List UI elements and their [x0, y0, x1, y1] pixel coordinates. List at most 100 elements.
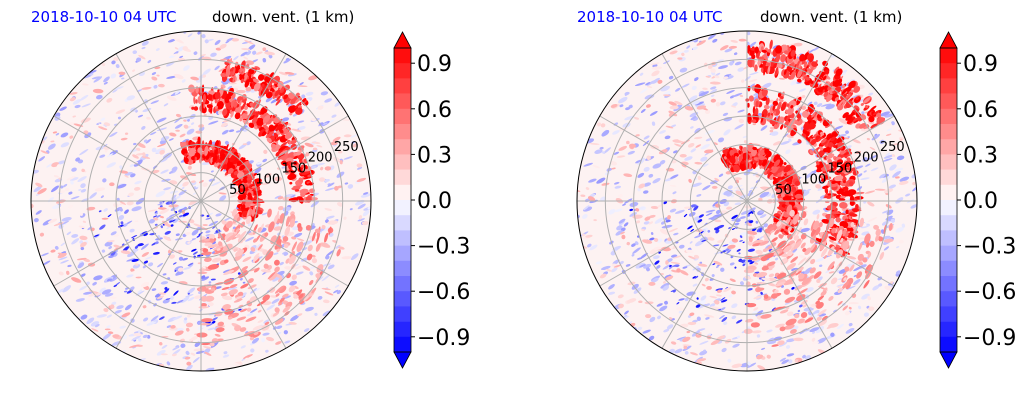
field-cell — [660, 282, 670, 289]
field-cell — [672, 264, 680, 268]
field-cell — [888, 184, 896, 189]
field-cell — [137, 289, 142, 294]
colorbar-level — [394, 78, 411, 94]
field-cell — [305, 306, 314, 312]
field-cell — [791, 186, 797, 193]
field-cell — [809, 80, 814, 84]
field-cell — [710, 98, 717, 103]
field-cell — [742, 135, 748, 139]
field-cell — [695, 144, 702, 148]
field-cell — [703, 349, 707, 352]
field-cell — [844, 218, 849, 223]
field-cell — [848, 306, 852, 310]
field-cell — [75, 298, 85, 302]
field-cell — [235, 89, 246, 94]
field-cell — [133, 186, 141, 191]
field-cell — [631, 253, 635, 257]
field-cell — [269, 295, 277, 298]
field-cell — [229, 57, 232, 66]
field-cell — [702, 185, 711, 191]
field-cell — [204, 351, 212, 356]
field-cell — [278, 71, 288, 76]
field-cell — [242, 177, 248, 184]
field-cell — [50, 249, 56, 253]
field-cell — [656, 265, 661, 269]
field-cell — [779, 357, 787, 362]
field-cell — [670, 174, 679, 179]
field-cell — [762, 248, 769, 253]
field-cell — [336, 290, 341, 295]
field-cell — [725, 249, 732, 255]
field-cell — [291, 128, 302, 132]
polar-grid — [31, 31, 371, 371]
field-cell — [223, 351, 228, 355]
field-cell — [843, 151, 850, 156]
field-cell — [688, 255, 696, 260]
field-cell — [245, 215, 252, 225]
field-cell — [884, 285, 894, 291]
field-cell — [736, 248, 741, 252]
field-cell — [104, 328, 111, 331]
field-cell — [733, 164, 740, 173]
radial-tick-label: 250 — [334, 140, 359, 155]
field-cell — [210, 278, 216, 281]
field-cell — [837, 285, 841, 288]
field-cell — [855, 204, 859, 209]
field-cell — [324, 98, 333, 103]
field-cell — [734, 155, 739, 163]
field-cell — [910, 204, 917, 209]
field-cell — [678, 244, 685, 249]
field-cell — [148, 218, 156, 224]
field-cell — [74, 104, 81, 109]
field-cell — [823, 255, 827, 259]
field-cell — [240, 345, 246, 349]
field-cell — [226, 37, 234, 42]
field-cell — [283, 94, 288, 100]
field-cell — [899, 138, 903, 141]
field-cell — [177, 205, 186, 210]
field-cell — [729, 262, 735, 266]
field-cell — [218, 192, 227, 195]
field-cell — [744, 275, 752, 280]
field-cell — [289, 251, 295, 259]
field-cell — [80, 183, 86, 189]
field-cell — [275, 99, 281, 106]
field-cell — [152, 251, 160, 255]
field-cell — [676, 302, 680, 305]
field-cell — [751, 148, 757, 157]
field-cell — [192, 192, 197, 195]
colorbar-level — [394, 321, 411, 338]
field-cell — [831, 180, 837, 184]
field-cell — [95, 146, 105, 151]
field-cell — [238, 230, 247, 241]
field-cell — [828, 271, 835, 274]
field-cell — [714, 227, 719, 231]
field-cell — [646, 85, 653, 89]
field-cell — [109, 277, 118, 282]
field-cell — [772, 103, 776, 111]
field-cell — [890, 218, 895, 223]
field-cell — [744, 76, 751, 81]
field-cell — [242, 281, 246, 284]
field-cell — [694, 101, 705, 106]
field-cell — [173, 290, 179, 296]
field-cell — [190, 147, 196, 155]
field-cell — [134, 220, 139, 223]
field-cell — [98, 126, 108, 131]
field-cell — [69, 97, 76, 102]
field-cell — [245, 357, 249, 361]
field-cell — [91, 76, 101, 80]
field-cell — [271, 298, 280, 304]
field-cell — [706, 286, 712, 290]
field-cell — [200, 54, 206, 57]
field-cell — [320, 91, 329, 96]
field-cell — [50, 185, 60, 193]
field-cell — [103, 76, 110, 83]
field-cell — [885, 133, 892, 136]
field-cell — [769, 129, 774, 133]
field-cell — [240, 283, 249, 289]
field-cell — [845, 209, 849, 215]
field-cell — [852, 138, 861, 144]
field-cell — [698, 91, 709, 97]
